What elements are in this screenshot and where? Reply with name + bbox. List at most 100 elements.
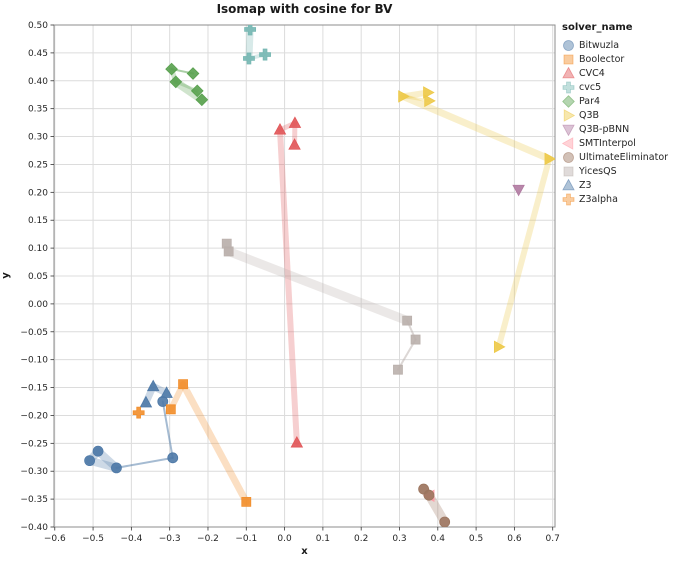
y-tick-label: 0.00 [28, 300, 48, 310]
point-Q3B [424, 94, 436, 108]
legend-item-label: Q3B-pBNN [579, 123, 630, 135]
legend-item-CVC4: CVC4 [562, 66, 674, 80]
point-Bitwuzla [167, 452, 179, 464]
point-Bitwuzla [84, 455, 96, 466]
legend-item-label: Q3B [579, 109, 600, 121]
legend-item-Bitwuzla: Bitwuzla [562, 38, 674, 52]
y-tick-label: −0.10 [20, 356, 48, 366]
point-CVC4 [288, 116, 302, 128]
y-tick-label: −0.25 [20, 439, 48, 449]
chart-title: Isomap with cosine for BV [216, 2, 393, 16]
x-tick-label: −0.6 [44, 534, 66, 544]
legend-item-SMTInterpol: SMTInterpol [562, 136, 674, 150]
legend-item-label: Bitwuzla [579, 39, 620, 51]
point-Par4 [195, 93, 209, 107]
point-YicesQS [410, 334, 421, 345]
tick-labels: −0.6 −0.5 −0.4 −0.3 −0.2 −0.1 0.0 0.1 0.2 0.3 0.4 0… [20, 21, 559, 544]
point-Z3 [160, 386, 173, 398]
y-tick-label: 0.20 [28, 188, 48, 198]
markers-CVC4 [273, 116, 304, 448]
x-axis-label: x [301, 546, 308, 557]
legend-item-label: CVC4 [579, 67, 605, 79]
x-tick-label: 0.4 [431, 534, 446, 544]
markers-Q3B-pBNN [512, 184, 525, 197]
markers-Par4 [165, 62, 209, 107]
point-cvc5 [243, 52, 255, 65]
triangle-up-icon [562, 66, 575, 78]
legend-item-label: cvc5 [579, 81, 602, 93]
point-cvc5 [244, 25, 257, 36]
bands-CVC4 [276, 120, 300, 446]
legend-item-label: Par4 [579, 95, 601, 107]
x-tick-label: 0.5 [469, 534, 483, 544]
y-tick-label: 0.25 [28, 160, 48, 170]
legend: solver_name Bitwuzla Boolector CVC4 cvc5 Par… [562, 22, 674, 206]
diamond-icon [562, 94, 575, 108]
legend-item-cvc5: cvc5 [562, 80, 674, 94]
legend-title: solver_name [562, 22, 633, 33]
y-tick-label: 0.30 [28, 133, 48, 143]
legend-item-label: UltimateEliminator [579, 151, 669, 163]
x-tick-label: −0.1 [235, 534, 257, 544]
square-icon [563, 166, 574, 176]
x-tick-label: 0.1 [316, 534, 330, 544]
y-tick-label: 0.45 [28, 49, 48, 59]
legend-item-Q3B: Q3B [562, 108, 674, 122]
legend-item-Z3alpha: Z3alpha [562, 192, 674, 206]
point-YicesQS [393, 364, 403, 375]
x-tick-label: −0.5 [82, 534, 104, 544]
legend-item-UltimateEliminator: UltimateEliminator [562, 150, 674, 164]
y-axis-label: y [0, 272, 12, 279]
bands-YicesQS [222, 239, 417, 371]
x-tick-label: −0.4 [120, 534, 142, 544]
plus-icon [562, 193, 575, 205]
point-UltimateEliminator [439, 516, 451, 527]
axis-ticks [50, 24, 554, 531]
markers-UltimateEliminator [418, 483, 451, 527]
x-tick-label: 0.3 [392, 534, 406, 544]
point-Bitwuzla [157, 396, 169, 407]
x-tick-label: 0.0 [277, 534, 292, 544]
point-Boolector [178, 379, 188, 390]
point-Par4 [165, 62, 178, 76]
point-Q3B-pBNN [512, 184, 525, 197]
gridlines [54, 24, 555, 528]
x-tick-label: 0.7 [546, 534, 560, 544]
markers-Bitwuzla [84, 396, 179, 474]
legend-item-Z3: Z3 [562, 178, 674, 192]
y-tick-label: 0.35 [28, 105, 48, 115]
square-icon [563, 54, 574, 64]
point-Par4 [186, 67, 200, 80]
point-Bitwuzla [111, 462, 122, 474]
data-layer [84, 25, 555, 527]
x-tick-label: 0.2 [354, 534, 368, 544]
legend-items: Bitwuzla Boolector CVC4 cvc5 Par4 Q3B Q3B-pBNN… [562, 38, 674, 206]
point-CVC4 [288, 138, 301, 150]
y-tick-label: −0.40 [20, 523, 48, 533]
legend-item-label: Boolector [579, 53, 625, 65]
y-tick-label: −0.05 [20, 328, 48, 338]
y-tick-label: 0.40 [28, 77, 48, 87]
legend-item-label: SMTInterpol [579, 137, 636, 149]
point-Q3B [544, 152, 555, 166]
point-Par4 [169, 75, 183, 89]
legend-item-YicesQS: YicesQS [562, 164, 674, 178]
markers-Z3alpha [132, 406, 145, 419]
x-tick-label: −0.3 [159, 534, 181, 544]
x-tick-label: −0.2 [197, 534, 219, 544]
point-Q3B [398, 90, 410, 103]
legend-item-Q3B-pBNN: Q3B-pBNN [562, 122, 674, 136]
y-tick-label: 0.10 [28, 244, 48, 254]
triangle-up-icon [562, 178, 575, 190]
point-UltimateEliminator [423, 489, 435, 501]
plus-icon [562, 81, 575, 93]
triangle-left-icon [562, 136, 574, 150]
point-YicesQS [223, 246, 234, 257]
legend-item-label: YicesQS [579, 165, 617, 177]
point-Z3 [146, 379, 160, 392]
point-Q3B [493, 340, 506, 354]
triangle-down-icon [562, 124, 575, 136]
y-tick-label: 0.15 [28, 216, 48, 226]
point-Bitwuzla [92, 445, 104, 457]
